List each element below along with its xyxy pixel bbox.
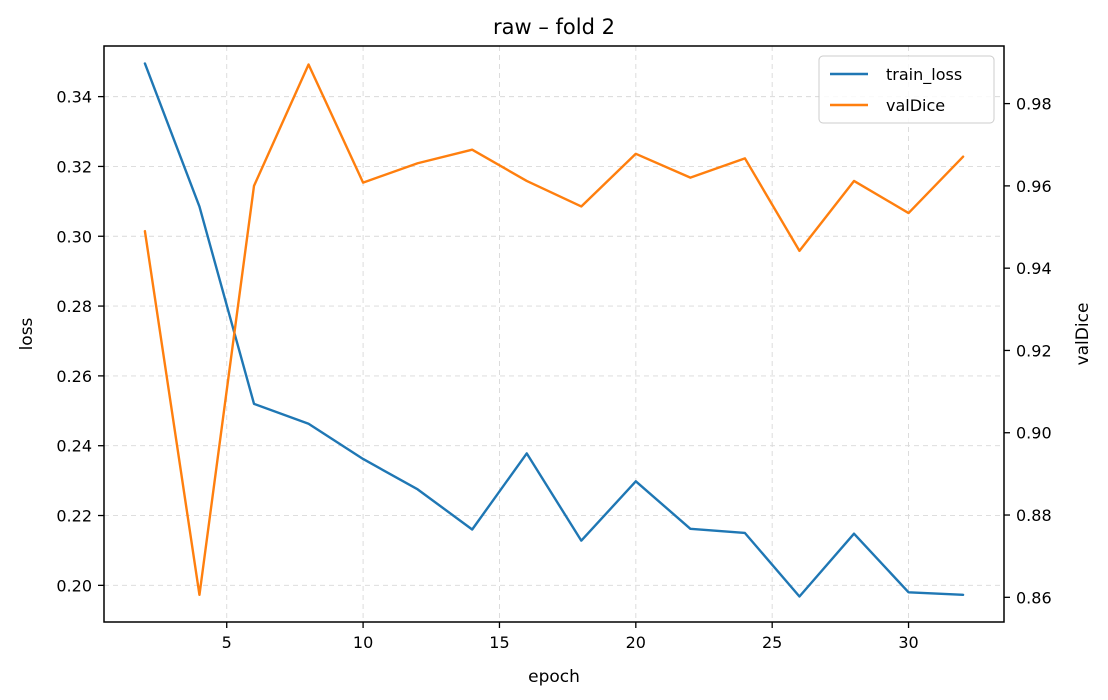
y2-tick-label-0-88: 0.88 [1016, 506, 1052, 525]
y2-tick-label-0-86: 0.86 [1016, 588, 1052, 607]
legend: train_loss valDice [818, 55, 995, 124]
y2-tick-label-0-98: 0.98 [1016, 95, 1052, 114]
series-line-valdice [143, 63, 965, 597]
grid-lines [104, 46, 1004, 622]
x-tick-label-25: 25 [762, 633, 782, 652]
series-layer [143, 62, 965, 598]
y2-tick-label-0-9: 0.90 [1016, 424, 1052, 443]
x-axis-ticks: 5 10 15 20 25 30 [222, 622, 919, 652]
y-tick-label-0-24: 0.24 [56, 437, 92, 456]
x-axis-label: epoch [528, 667, 580, 687]
legend-label-valdice: valDice [886, 96, 945, 115]
x-tick-label-10: 10 [353, 633, 373, 652]
left-y-axis-ticks: 0.20 0.22 0.24 0.26 0.28 0.30 0.32 0.34 [56, 88, 104, 595]
right-y-axis-label: valDice [1073, 303, 1093, 366]
y2-tick-label-0-92: 0.92 [1016, 341, 1052, 360]
y2-tick-label-0-96: 0.96 [1016, 177, 1052, 196]
y-tick-label-0-2: 0.20 [56, 576, 92, 595]
y-tick-label-0-26: 0.26 [56, 367, 92, 386]
x-tick-label-20: 20 [626, 633, 646, 652]
left-y-axis-label: loss [17, 317, 37, 350]
x-tick-label-5: 5 [222, 633, 232, 652]
x-tick-label-15: 15 [489, 633, 509, 652]
x-tick-label-30: 30 [898, 633, 918, 652]
legend-box [818, 55, 995, 124]
y-tick-label-0-28: 0.28 [56, 297, 92, 316]
legend-label-train-loss: train_loss [886, 65, 962, 85]
y-tick-label-0-32: 0.32 [56, 157, 92, 176]
y-tick-label-0-22: 0.22 [56, 507, 92, 526]
right-y-axis-ticks: 0.86 0.88 0.90 0.92 0.94 0.96 0.98 [1004, 95, 1052, 607]
y-tick-label-0-3: 0.30 [56, 227, 92, 246]
series-line-train-loss [143, 62, 965, 598]
chart-title: raw – fold 2 [493, 15, 615, 39]
y-tick-label-0-34: 0.34 [56, 88, 92, 107]
plot-frame [103, 45, 1005, 623]
y2-tick-label-0-94: 0.94 [1016, 259, 1052, 278]
